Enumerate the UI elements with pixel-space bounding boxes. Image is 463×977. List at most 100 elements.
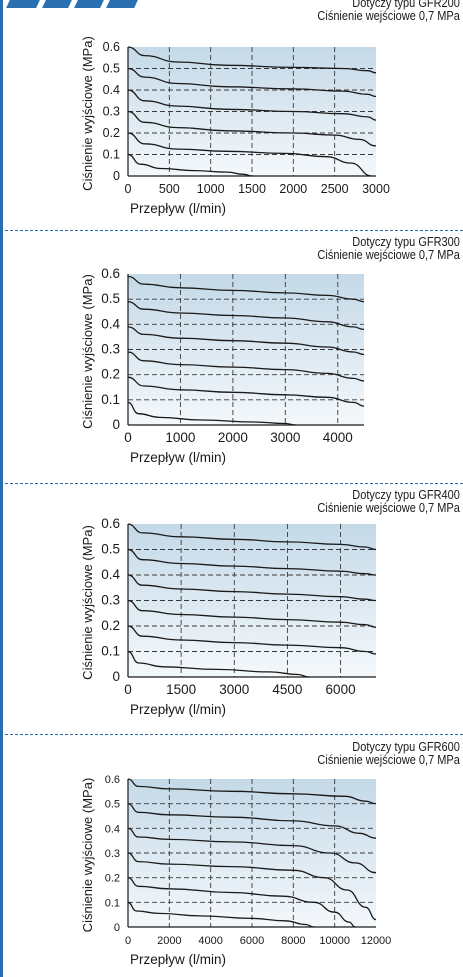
x-tick-label: 4000 bbox=[323, 430, 353, 445]
y-axis-label: Ciśnienie wyjściowe (MPa) bbox=[80, 525, 95, 680]
x-tick-label: 6000 bbox=[326, 682, 356, 697]
y-tick-label: 0.1 bbox=[103, 148, 120, 162]
y-tick-label: 0.5 bbox=[103, 62, 120, 76]
x-tick-label: 0 bbox=[125, 935, 131, 947]
pressure-curve-2 bbox=[127, 67, 377, 98]
pressure-curve-4 bbox=[127, 351, 365, 382]
flow-chart-gfr400: 0 0.1 0.2 0.3 0.4 0.5 0.6 0 1500 3000 4500 6000 Prze… bbox=[80, 516, 377, 717]
y-tick-label: 0 bbox=[114, 922, 120, 934]
x-axis-label: Przepływ (l/min) bbox=[130, 952, 226, 967]
pressure-curve-3 bbox=[127, 89, 377, 121]
section-divider bbox=[0, 483, 463, 484]
type-label: Dotyczy typu GFR300 bbox=[352, 235, 460, 249]
x-tick-label: 3000 bbox=[270, 430, 300, 445]
x-tick-label: 12000 bbox=[361, 935, 392, 947]
pressure-curve-3 bbox=[127, 574, 377, 602]
pressure-curve-5 bbox=[127, 376, 365, 407]
chart-caption-gfr300: Dotyczy typu GFR300 Ciśnienie wejściowe … bbox=[298, 236, 460, 262]
y-tick-label: 0.4 bbox=[101, 316, 120, 331]
y-axis-label: Ciśnienie wyjściowe (MPa) bbox=[80, 274, 95, 429]
x-tick-label: 4000 bbox=[198, 935, 222, 947]
x-tick-label: 1500 bbox=[238, 182, 266, 196]
y-tick-label: 0.6 bbox=[103, 40, 120, 54]
x-tick-label: 0 bbox=[125, 182, 132, 196]
chart-caption-gfr200: Dotyczy typu GFR200 Ciśnienie wejściowe … bbox=[298, 0, 460, 23]
y-tick-label: 0.2 bbox=[101, 618, 120, 633]
y-tick-label: 0.4 bbox=[103, 83, 120, 97]
x-tick-label: 4500 bbox=[272, 682, 302, 697]
chart-caption-gfr400: Dotyczy typu GFR400 Ciśnienie wejściowe … bbox=[298, 489, 460, 515]
y-tick-label: 0 bbox=[112, 669, 120, 684]
pressure-curve-1 bbox=[127, 523, 377, 551]
x-tick-label: 1000 bbox=[165, 430, 195, 445]
pressure-curve-2 bbox=[127, 803, 377, 839]
y-tick-label: 0.2 bbox=[105, 873, 120, 885]
chart-caption-gfr600: Dotyczy typu GFR600 Ciśnienie wejściowe … bbox=[298, 741, 460, 767]
type-label: Dotyczy typu GFR200 bbox=[352, 0, 460, 10]
pressure-curve-1 bbox=[127, 778, 377, 805]
y-tick-label: 0.6 bbox=[101, 516, 120, 531]
x-tick-label: 0 bbox=[124, 430, 132, 445]
pressure-curve-5 bbox=[127, 877, 356, 928]
pressure-curve-2 bbox=[127, 301, 365, 331]
y-tick-label: 0 bbox=[112, 417, 120, 432]
y-tick-label: 0.2 bbox=[103, 126, 120, 140]
y-tick-label: 0.3 bbox=[103, 105, 120, 119]
y-tick-label: 0.6 bbox=[105, 774, 120, 786]
x-axis-label: Przepływ (l/min) bbox=[130, 450, 226, 465]
flow-chart-gfr200: 0 0.1 0.2 0.3 0.4 0.5 0.6 0 500 1000 1500 2000 2500 3… bbox=[80, 36, 390, 216]
pressure-curve-6 bbox=[127, 650, 309, 678]
pressure-curve-1 bbox=[127, 46, 377, 74]
y-tick-label: 0.1 bbox=[101, 392, 120, 407]
x-tick-label: 8000 bbox=[281, 935, 305, 947]
pressure-curve-3 bbox=[127, 326, 365, 356]
pressure-curve-4 bbox=[127, 110, 377, 147]
inlet-pressure-label: Ciśnienie wejściowe 0,7 MPa bbox=[317, 501, 460, 515]
y-tick-label: 0.5 bbox=[101, 542, 120, 557]
pressure-curve-3 bbox=[127, 827, 377, 874]
pressure-curve-6 bbox=[127, 153, 253, 177]
x-tick-label: 6000 bbox=[240, 935, 264, 947]
x-axis-label: Przepływ (l/min) bbox=[130, 702, 226, 717]
x-tick-label: 2500 bbox=[321, 182, 349, 196]
x-tick-label: 3000 bbox=[362, 182, 390, 196]
pressure-curve-6 bbox=[127, 901, 315, 928]
y-tick-label: 0 bbox=[113, 169, 120, 183]
x-tick-label: 500 bbox=[159, 182, 180, 196]
pressure-curve-5 bbox=[127, 625, 377, 655]
x-tick-label: 2000 bbox=[218, 430, 248, 445]
type-label: Dotyczy typu GFR400 bbox=[352, 488, 460, 502]
y-tick-label: 0.4 bbox=[101, 567, 120, 582]
inlet-pressure-label: Ciśnienie wejściowe 0,7 MPa bbox=[317, 248, 460, 262]
x-axis-label: Przepływ (l/min) bbox=[130, 201, 226, 216]
x-tick-label: 2000 bbox=[157, 935, 181, 947]
type-label: Dotyczy typu GFR600 bbox=[352, 740, 460, 754]
x-tick-label: 1000 bbox=[197, 182, 225, 196]
y-axis-label: Ciśnienie wyjściowe (MPa) bbox=[80, 778, 95, 933]
pressure-curve-4 bbox=[127, 599, 377, 628]
inlet-pressure-label: Ciśnienie wejściowe 0,7 MPa bbox=[317, 9, 460, 23]
inlet-pressure-label: Ciśnienie wejściowe 0,7 MPa bbox=[317, 753, 460, 767]
x-tick-label: 2000 bbox=[279, 182, 307, 196]
y-tick-label: 0.6 bbox=[101, 266, 120, 281]
y-tick-label: 0.5 bbox=[101, 291, 120, 306]
pressure-curve-6 bbox=[127, 401, 296, 426]
y-axis-label: Ciśnienie wyjściowe (MPa) bbox=[80, 36, 95, 191]
y-tick-label: 0.3 bbox=[101, 593, 120, 608]
pressure-curve-2 bbox=[127, 548, 377, 576]
x-tick-label: 0 bbox=[124, 682, 132, 697]
section-divider bbox=[0, 230, 463, 231]
pressure-curve-5 bbox=[127, 132, 372, 177]
y-tick-label: 0.2 bbox=[101, 367, 120, 382]
pressure-curve-4 bbox=[127, 852, 377, 921]
y-tick-label: 0.3 bbox=[101, 342, 120, 357]
y-tick-label: 0.1 bbox=[101, 644, 120, 659]
x-tick-label: 3000 bbox=[219, 682, 249, 697]
section-divider bbox=[0, 734, 463, 735]
flow-chart-gfr300: 0 0.1 0.2 0.3 0.4 0.5 0.6 0 1000 2000 3000 4000 Prze… bbox=[80, 266, 365, 465]
x-tick-label: 1500 bbox=[166, 682, 196, 697]
x-tick-label: 10000 bbox=[319, 935, 350, 947]
left-accent-rule bbox=[0, 0, 3, 977]
pressure-curve-1 bbox=[127, 275, 365, 303]
y-tick-label: 0.1 bbox=[105, 897, 120, 909]
